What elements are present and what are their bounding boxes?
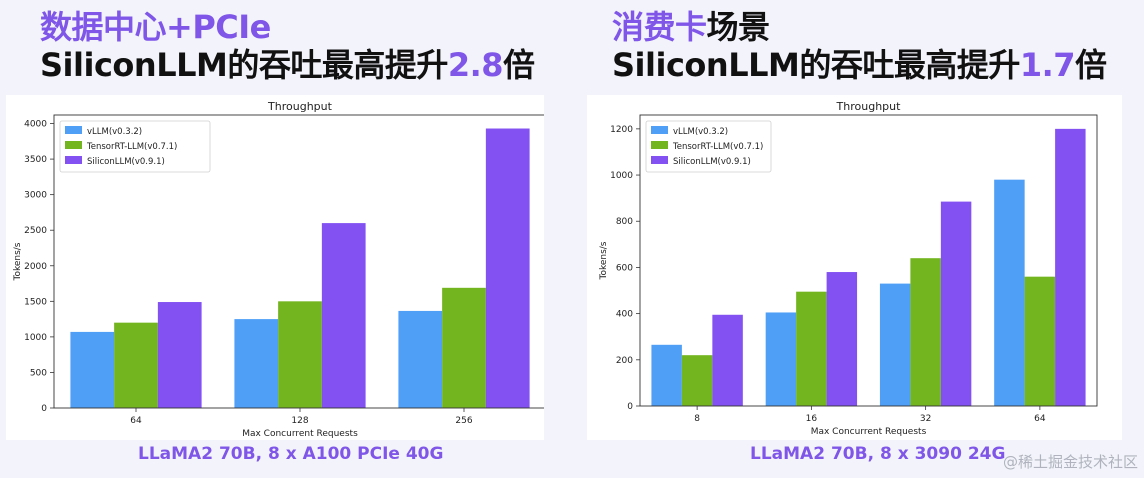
y-tick-label: 1000 bbox=[24, 333, 47, 343]
headline-suffix: 倍 bbox=[1075, 46, 1107, 84]
x-tick-label: 128 bbox=[291, 416, 308, 426]
legend-label: SiliconLLM(v0.9.1) bbox=[87, 157, 165, 167]
legend-swatch bbox=[65, 156, 82, 164]
bar-tensorrt-llm bbox=[114, 322, 158, 408]
right-panel: 消费卡场景 SiliconLLM的吞吐最高提升1.7倍 Throughput 0 2… bbox=[572, 0, 1144, 478]
plot-frame bbox=[639, 114, 1098, 407]
y-axis-label: Tokens/s bbox=[599, 241, 609, 280]
legend-swatch bbox=[651, 141, 668, 149]
legend-box bbox=[645, 120, 772, 173]
y-tick-label: 600 bbox=[616, 263, 633, 273]
bar-vllm bbox=[765, 312, 797, 406]
legend-swatch bbox=[651, 156, 668, 164]
chart-caption: LLaMA2 70B, 8 x A100 PCIe 40G bbox=[138, 444, 444, 464]
throughput-chart-3090: Throughput 0 200 400 600 800 1000 1200 8 16 32 64 Ma… bbox=[599, 100, 1098, 437]
bar-vllm bbox=[70, 331, 115, 408]
bar-siliconllm bbox=[1055, 128, 1086, 406]
bar-vllm bbox=[994, 179, 1025, 406]
y-tick-label: 4000 bbox=[24, 120, 47, 130]
bar-vllm bbox=[398, 310, 443, 408]
headline-line1: 数据中心+PCIe bbox=[40, 8, 271, 46]
x-axis-label: Max Concurrent Requests bbox=[811, 427, 927, 437]
y-tick-label: 3500 bbox=[24, 155, 47, 165]
legend-swatch bbox=[65, 141, 82, 149]
legend-label: vLLM(v0.3.2) bbox=[87, 127, 142, 137]
x-tick-label: 64 bbox=[1034, 414, 1046, 424]
bar-siliconllm bbox=[321, 223, 366, 408]
x-tick-label: 64 bbox=[130, 416, 142, 426]
headline-line1: 消费卡场景 bbox=[612, 2, 770, 48]
bar-siliconllm bbox=[712, 314, 743, 406]
y-tick-label: 0 bbox=[627, 402, 633, 412]
x-tick-label: 8 bbox=[694, 414, 700, 424]
y-tick-label: 2500 bbox=[24, 226, 47, 236]
bar-tensorrt-llm bbox=[910, 258, 941, 406]
bar-tensorrt-llm bbox=[796, 291, 827, 406]
x-tick-label: 256 bbox=[455, 416, 472, 426]
x-tick-label: 32 bbox=[920, 414, 931, 424]
headline-suffix: 倍 bbox=[503, 46, 535, 84]
bar-vllm bbox=[234, 319, 279, 408]
headline-multiplier: 2.8 bbox=[447, 46, 504, 84]
legend-label: TensorRT-LLM(v0.7.1) bbox=[672, 142, 763, 152]
y-tick-label: 500 bbox=[30, 368, 47, 378]
legend-swatch bbox=[651, 126, 668, 134]
headline-prefix: SiliconLLM的吞吐最高提升 bbox=[612, 46, 1020, 84]
legend-label: vLLM(v0.3.2) bbox=[673, 127, 728, 137]
y-tick-label: 200 bbox=[616, 356, 633, 366]
bar-tensorrt-llm bbox=[1024, 276, 1056, 406]
bar-tensorrt-llm bbox=[278, 301, 322, 408]
chart-card: Throughput 0 200 400 600 800 1000 1200 8 16 32 64 Ma… bbox=[587, 95, 1122, 440]
bar-tensorrt-llm bbox=[442, 287, 486, 408]
y-tick-label: 1200 bbox=[610, 125, 633, 135]
headline-line2: SiliconLLM的吞吐最高提升1.7倍 bbox=[612, 40, 1107, 86]
left-panel: 数据中心+PCIe SiliconLLM的吞吐最高提升2.8倍 Throughp… bbox=[6, 8, 547, 464]
headline-prefix: SiliconLLM的吞吐最高提升 bbox=[40, 46, 448, 84]
bar-siliconllm bbox=[826, 272, 858, 406]
bar-tensorrt-llm bbox=[681, 355, 713, 406]
headline-accent: 消费卡 bbox=[612, 8, 707, 46]
chart-title: Throughput bbox=[267, 100, 333, 113]
bar-siliconllm bbox=[940, 201, 972, 406]
headline-line2: SiliconLLM的吞吐最高提升2.8倍 bbox=[40, 40, 535, 86]
y-tick-label: 2000 bbox=[24, 262, 47, 272]
y-axis-label: Tokens/s bbox=[13, 242, 23, 281]
legend-swatch bbox=[65, 126, 82, 134]
legend-box bbox=[59, 120, 211, 173]
x-axis-label: Max Concurrent Requests bbox=[242, 429, 358, 439]
y-tick-label: 400 bbox=[616, 310, 633, 320]
y-tick-label: 3000 bbox=[24, 191, 47, 201]
legend-label: TensorRT-LLM(v0.7.1) bbox=[86, 142, 177, 152]
legend-label: SiliconLLM(v0.9.1) bbox=[673, 157, 751, 167]
watermark: @稀土掘金技术社区 bbox=[1002, 453, 1138, 471]
headline-multiplier: 1.7 bbox=[1019, 46, 1076, 84]
x-tick-label: 16 bbox=[806, 414, 818, 424]
bar-vllm bbox=[879, 283, 911, 406]
y-tick-label: 0 bbox=[41, 404, 47, 414]
throughput-chart-a100: Throughput 0 500 1000 1500 2000 2500 3000 3500 40… bbox=[13, 100, 547, 439]
headline-dark: 场景 bbox=[706, 8, 771, 46]
chart-card: Throughput 0 500 1000 1500 2000 2500 3000 3500 40… bbox=[6, 95, 547, 440]
bar-vllm bbox=[651, 344, 682, 406]
y-tick-label: 1000 bbox=[610, 171, 633, 181]
y-tick-label: 1500 bbox=[24, 297, 47, 307]
bar-siliconllm bbox=[157, 302, 202, 408]
bar-siliconllm bbox=[485, 128, 530, 408]
chart-caption: LLaMA2 70B, 8 x 3090 24G bbox=[750, 444, 1006, 464]
chart-title: Throughput bbox=[836, 100, 902, 113]
y-tick-label: 800 bbox=[616, 217, 633, 227]
